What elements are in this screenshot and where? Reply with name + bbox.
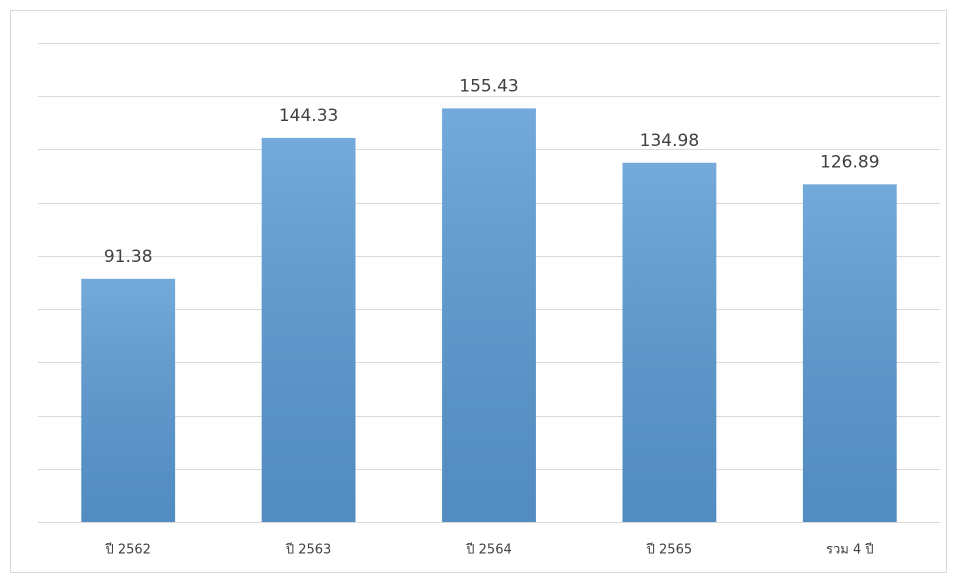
bar-shade bbox=[261, 137, 356, 523]
x-tick-label: ปี 2562 bbox=[104, 542, 150, 558]
bar-shade bbox=[622, 162, 717, 522]
value-label: 91.38 bbox=[104, 247, 153, 267]
x-tick-label: ปี 2563 bbox=[285, 542, 331, 558]
bar-shade bbox=[802, 184, 897, 522]
value-label: 155.43 bbox=[459, 76, 518, 96]
x-tick-label: รวม 4 ปี bbox=[826, 542, 874, 558]
x-tick-label: ปี 2564 bbox=[465, 542, 511, 558]
bar-shade bbox=[442, 108, 536, 523]
value-label: 134.98 bbox=[640, 131, 699, 151]
value-label: 126.89 bbox=[820, 152, 879, 172]
value-label: 144.33 bbox=[279, 106, 338, 126]
x-tick-label: ปี 2565 bbox=[646, 542, 692, 558]
bar-shade bbox=[81, 278, 176, 522]
